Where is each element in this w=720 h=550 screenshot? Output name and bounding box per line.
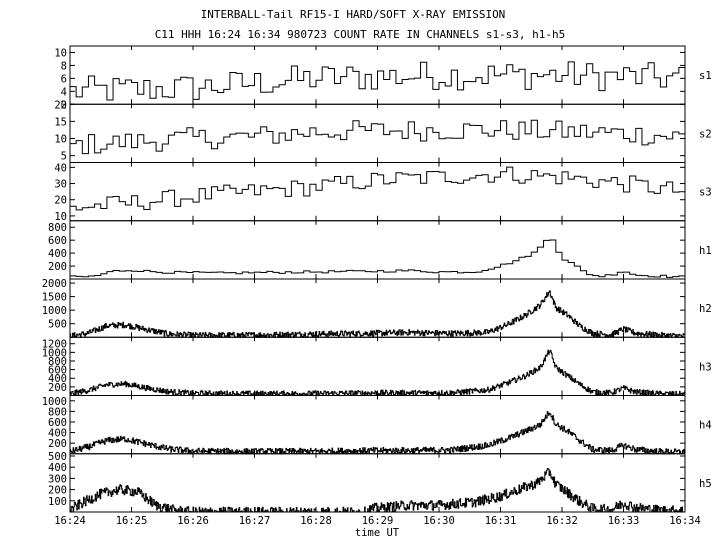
y-tick-label-h5: 100: [48, 496, 67, 508]
y-tick-label-h3: 1000: [42, 347, 67, 359]
channel-label-s2: s2: [699, 128, 712, 140]
panel-s3: 10 20 30 40 s3: [54, 162, 712, 223]
y-tick-label-h4: 1000: [42, 396, 67, 408]
x-tick-label: 16:31: [485, 515, 517, 527]
y-tick-label-s2: 15: [54, 116, 67, 128]
y-tick-label-h3: 1200: [42, 339, 67, 351]
y-tick-label-s3: 30: [54, 179, 67, 191]
y-tick-label-s1: 4: [61, 86, 67, 98]
y-tick-label-s2: 10: [54, 134, 67, 146]
y-tick-label-h1: 200: [48, 261, 67, 273]
panel-s2: 5 10 15 20 s2: [54, 99, 712, 163]
y-tick-label-s1: 2: [61, 99, 67, 111]
channel-label-h2: h2: [699, 303, 712, 315]
y-tick-label-h2: 1500: [42, 292, 67, 304]
y-tick-label-h2: 2000: [42, 278, 67, 290]
x-tick-label: 16:34: [669, 515, 701, 527]
x-tick-label: 16:24: [54, 515, 86, 527]
y-tick-label-h3: 800: [48, 356, 67, 368]
channel-label-h5: h5: [699, 478, 712, 490]
x-tick-label: 16:33: [608, 515, 640, 527]
y-tick-label-s3: 10: [54, 211, 67, 223]
x-tick-label: 16:30: [423, 515, 455, 527]
panel-frame-h2: [69, 278, 686, 338]
channel-label-s1: s1: [699, 70, 712, 82]
x-tick-label: 16:28: [300, 515, 332, 527]
y-tick-label-h4: 600: [48, 417, 67, 429]
series-line-h5: [70, 468, 685, 513]
channel-label-s3: s3: [699, 187, 712, 199]
y-tick-label-h3: 600: [48, 365, 67, 377]
y-tick-label-h2: 500: [48, 319, 67, 331]
y-tick-label-s2: 20: [54, 99, 67, 111]
channel-label-h4: h4: [699, 420, 712, 432]
series-line-h3: [70, 349, 685, 396]
y-tick-label-h5: 400: [48, 462, 67, 474]
x-tick-label: 16:27: [239, 515, 271, 527]
y-tick-label-h3: 400: [48, 373, 67, 385]
panel-frame-h3: [69, 336, 686, 396]
y-tick-label-h3: 200: [48, 382, 67, 394]
chart-title: INTERBALL-Tail RF15-I HARD/SOFT X-RAY EM…: [201, 8, 506, 21]
x-tick-label: 16:32: [546, 515, 578, 527]
series-line-s1: [70, 61, 685, 101]
series-line-s2: [70, 119, 685, 155]
y-tick-label-h1: 800: [48, 222, 67, 234]
y-tick-label-h4: 800: [48, 406, 67, 418]
y-tick-label-h4: 400: [48, 428, 67, 440]
series-line-h4: [70, 411, 685, 455]
y-tick-label-h2: 1000: [42, 305, 67, 317]
x-tick-label: 16:26: [177, 515, 209, 527]
series-line-s3: [70, 166, 685, 211]
y-tick-label-h1: 600: [48, 235, 67, 247]
y-tick-label-h5: 500: [48, 451, 67, 463]
y-tick-label-s3: 20: [54, 195, 67, 207]
series-line-h1: [70, 239, 685, 278]
y-tick-label-s2: 5: [61, 151, 67, 163]
channel-label-h3: h3: [699, 361, 712, 373]
x-axis-label: time UT: [355, 527, 400, 539]
chart-subtitle: C11 HHH 16:24 16:34 980723 COUNT RATE IN…: [155, 28, 566, 41]
y-tick-label-s1: 6: [61, 73, 67, 85]
y-tick-label-h1: 400: [48, 248, 67, 260]
channel-label-h1: h1: [699, 245, 712, 257]
y-tick-label-s3: 40: [54, 162, 67, 174]
series-line-h2: [70, 290, 685, 338]
y-tick-label-s1: 10: [54, 47, 67, 59]
x-tick-label: 16:25: [116, 515, 148, 527]
y-tick-label-h5: 200: [48, 485, 67, 497]
y-tick-label-s1: 8: [61, 60, 67, 72]
y-tick-label-h5: 300: [48, 473, 67, 485]
y-tick-label-h4: 200: [48, 438, 67, 450]
x-tick-label: 16:29: [362, 515, 394, 527]
panel-frame-h4: [69, 395, 686, 455]
